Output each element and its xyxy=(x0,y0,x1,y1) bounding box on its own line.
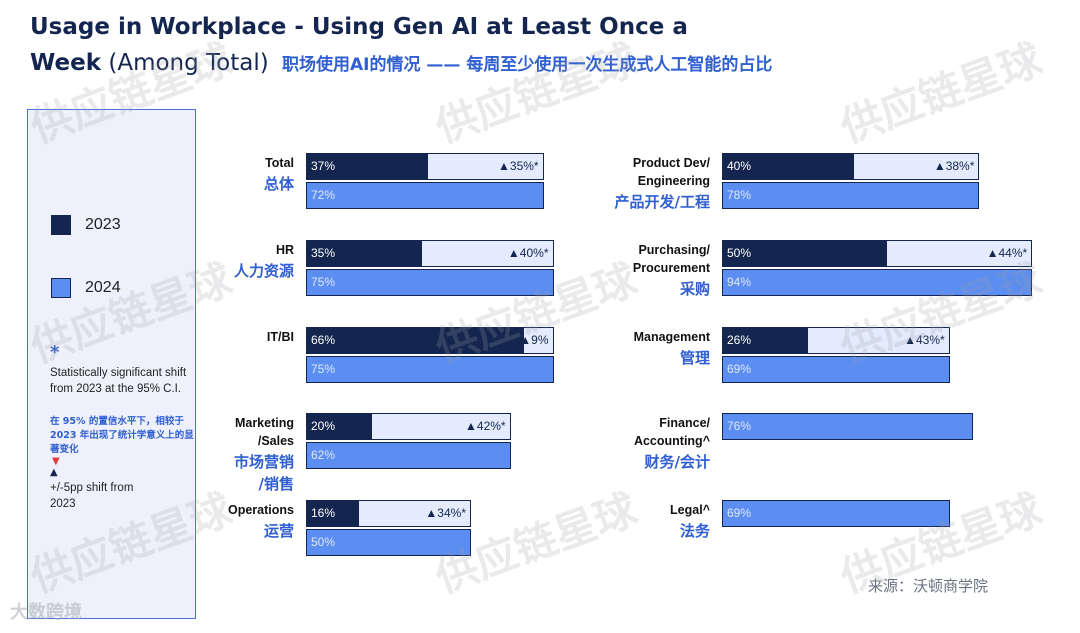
bar-2024-value: 75% xyxy=(311,275,336,289)
bar-2023-value: 26% xyxy=(727,333,752,347)
legend-panel: 2023 2024 * Statistically significant sh… xyxy=(27,109,196,619)
significance-text-cn: 在 95% 的置信水平下，相较于 2023 年出现了统计学意义上的显著变化 xyxy=(50,416,194,455)
category-label: Purchasing/ Procurement xyxy=(632,243,710,275)
shift-text: +/-5pp shift from 2023 xyxy=(50,482,134,510)
bar-2024 xyxy=(306,529,471,556)
shift-value: ▲43%* xyxy=(904,333,945,347)
category-label-cn: 产品开发/工程 xyxy=(614,193,710,211)
bar-2024-value: 78% xyxy=(727,188,752,202)
category-label: Marketing /Sales xyxy=(234,416,294,448)
significance-text: Statistically significant shift from 202… xyxy=(50,367,187,395)
legend-swatch-2023 xyxy=(51,215,71,235)
bar-2024 xyxy=(722,413,973,440)
up-triangle-icon: ▲ xyxy=(50,467,58,478)
bar-2024-value: 69% xyxy=(727,362,752,376)
bar-2023 xyxy=(722,327,808,354)
shift-value: ▲9% xyxy=(519,333,549,347)
bar-2023 xyxy=(306,153,429,180)
category-label-cn: 市场营销 /销售 xyxy=(233,453,294,493)
bar-2023 xyxy=(306,240,422,267)
bar-2024-value: 69% xyxy=(727,506,752,520)
category-label-cn: 管理 xyxy=(679,349,710,367)
shift-value: ▲44%* xyxy=(986,246,1028,260)
bar-2024 xyxy=(722,356,950,383)
legend-label-2024: 2024 xyxy=(85,279,121,296)
bar-2024 xyxy=(722,500,950,527)
shift-value: ▲40%* xyxy=(507,246,549,260)
category-label: Legal^ xyxy=(670,503,710,517)
bar-2023 xyxy=(306,327,524,354)
title-line-1: Usage in Workplace - Using Gen AI at Lea… xyxy=(30,14,688,40)
category-label: Product Dev/ Engineering xyxy=(632,156,710,188)
bar-2023 xyxy=(306,413,372,440)
category-label: Finance/ Accounting^ xyxy=(633,416,710,448)
bar-2023-value: 40% xyxy=(727,159,752,173)
title-among-total: (Among Total) xyxy=(101,50,269,76)
bar-2024 xyxy=(722,182,980,209)
shift-value: ▲42%* xyxy=(465,419,506,433)
category-label-cn: 人力资源 xyxy=(233,262,294,280)
bar-2023 xyxy=(722,240,887,267)
significance-star-icon: * xyxy=(50,342,60,363)
bar-2024 xyxy=(306,356,554,383)
legend-label-2023: 2023 xyxy=(85,216,121,233)
title-week: Week xyxy=(30,50,102,76)
category-label-cn: 总体 xyxy=(263,175,294,193)
bar-2023-value: 50% xyxy=(727,246,752,260)
category-label-cn: 财务/会计 xyxy=(644,453,710,471)
source-note: 来源：沃顿商学院 xyxy=(868,577,989,595)
category-label: HR xyxy=(275,243,294,257)
bar-2024-value: 72% xyxy=(311,188,336,202)
title-line-2: Week (Among Total) xyxy=(30,50,269,76)
bar-2024 xyxy=(306,269,554,296)
category-label-cn: 运营 xyxy=(263,522,294,540)
category-label: Management xyxy=(633,330,710,344)
title-cn: 职场使用AI的情况 —— 每周至少使用一次生成式人工智能的占比 xyxy=(282,55,773,75)
bar-2023-value: 37% xyxy=(311,159,336,173)
bar-2024 xyxy=(722,269,1033,296)
category-label-cn: 法务 xyxy=(679,522,710,540)
bar-2023 xyxy=(722,153,854,180)
shift-value: ▲34%* xyxy=(425,506,466,520)
bar-2023-value: 66% xyxy=(311,333,336,347)
category-label: IT/BI xyxy=(266,330,294,344)
brand-logo: 大数跨境 xyxy=(10,602,82,623)
shift-value: ▲35%* xyxy=(498,159,539,173)
bar-2024-value: 62% xyxy=(311,448,336,462)
bar-2023-value: 35% xyxy=(311,246,336,260)
bar-2024-value: 94% xyxy=(727,275,752,289)
bar-2024-value: 75% xyxy=(311,362,336,376)
category-label-cn: 采购 xyxy=(679,280,710,298)
bar-2023-value: 20% xyxy=(311,419,336,433)
bar-2023 xyxy=(306,500,359,527)
legend-swatch-2024 xyxy=(51,278,71,298)
category-label: Total xyxy=(265,156,294,170)
bar-2024 xyxy=(306,442,511,469)
bar-2024-value: 50% xyxy=(311,535,336,549)
bar-2023-value: 16% xyxy=(311,506,336,520)
bar-2024-value: 76% xyxy=(727,419,752,433)
shift-value: ▲38%* xyxy=(933,159,975,173)
bar-2024 xyxy=(306,182,544,209)
down-triangle-icon: ▼ xyxy=(52,456,60,467)
category-label: Operations xyxy=(228,503,294,517)
